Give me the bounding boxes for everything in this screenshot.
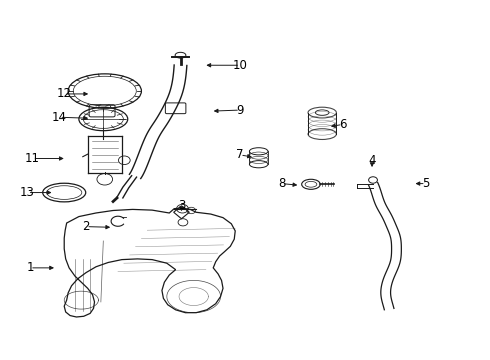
Text: 7: 7 (236, 148, 244, 161)
Text: 1: 1 (26, 261, 34, 274)
Text: 13: 13 (20, 186, 35, 199)
Text: 12: 12 (57, 87, 72, 100)
Text: 2: 2 (82, 220, 90, 233)
Text: 9: 9 (236, 104, 244, 117)
Text: 4: 4 (368, 154, 376, 167)
Text: 6: 6 (339, 118, 346, 131)
Text: 5: 5 (422, 177, 429, 190)
Text: 14: 14 (52, 111, 67, 124)
Text: 10: 10 (233, 59, 247, 72)
Text: 8: 8 (278, 177, 285, 190)
Text: 3: 3 (178, 199, 185, 212)
Text: 11: 11 (25, 152, 40, 165)
